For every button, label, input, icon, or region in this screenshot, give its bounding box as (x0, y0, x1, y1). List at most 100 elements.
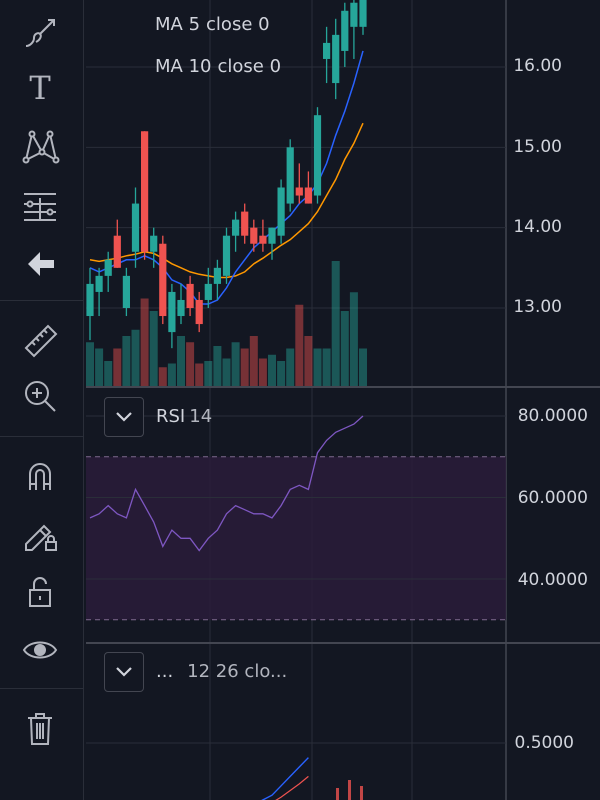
candle-body (295, 187, 303, 196)
pattern-tool-button[interactable] (18, 124, 62, 168)
rsi-name: RSI (156, 406, 186, 427)
magnet-button[interactable] (18, 454, 62, 498)
candle-body (86, 283, 94, 317)
volume-bar (304, 336, 313, 386)
volume-bar (104, 361, 113, 386)
rsi-axis-label: 40.0000 (517, 570, 588, 590)
candle-body (259, 235, 267, 244)
volume-bar (231, 342, 240, 386)
candle-body (241, 211, 249, 236)
lock-drawing-button[interactable] (18, 512, 62, 556)
volume-bar (113, 348, 122, 386)
pane-separator[interactable] (86, 642, 600, 644)
rsi-axis-label: 60.0000 (517, 488, 588, 508)
volume-bar (222, 358, 231, 386)
brush-tool-button[interactable] (18, 10, 62, 54)
zoom-in-icon (25, 381, 56, 412)
macd-label[interactable]: ... 12 26 clo... (156, 661, 287, 682)
volume-bar (268, 354, 276, 386)
zoom-in-button[interactable] (18, 374, 62, 418)
text-icon: T (29, 69, 51, 107)
legend-ma10-name: MA 10 (155, 56, 212, 77)
measure-tool-button[interactable] (18, 318, 62, 362)
macd-axis-label: 0.5000 (514, 733, 574, 753)
candle-body (168, 291, 176, 333)
candle-body (186, 283, 194, 308)
chevron-down-icon (116, 667, 132, 677)
candle-body (131, 203, 140, 252)
legend-ma5[interactable]: MA 5 close 0 (155, 14, 270, 35)
macd-params: 12 26 clo... (187, 661, 288, 682)
unlock-icon (29, 577, 51, 607)
candle-body (222, 235, 231, 276)
delete-button[interactable] (18, 706, 62, 750)
candle-body (141, 131, 149, 252)
legend-ma5-name: MA 5 (155, 14, 201, 35)
chart-canvas[interactable] (86, 0, 600, 800)
macd-histogram-bar (348, 780, 351, 800)
unlock-button[interactable] (18, 570, 62, 614)
ruler-icon (24, 324, 58, 358)
back-arrow-icon (28, 252, 54, 276)
candle-body (350, 2, 358, 27)
magnet-icon (29, 463, 51, 490)
volume-bar (349, 292, 358, 386)
chart-area[interactable] (86, 0, 600, 800)
candle-body (213, 267, 221, 284)
candle-body (250, 227, 258, 244)
macd-collapse-button[interactable] (104, 652, 144, 692)
rsi-collapse-button[interactable] (104, 397, 144, 437)
candle-body (268, 227, 276, 244)
candle-body (232, 219, 240, 236)
candle-body (195, 299, 203, 325)
toolbar-divider (0, 436, 84, 437)
candle-body (122, 275, 130, 308)
toolbar-divider (0, 300, 84, 301)
fib-icon (24, 193, 56, 221)
macd-histogram-bar (336, 788, 339, 800)
volume-bar (158, 367, 167, 386)
volume-bar (331, 261, 340, 386)
volume-bar (240, 348, 249, 386)
candle-body (204, 283, 212, 300)
back-button[interactable] (18, 242, 62, 286)
candle-body (150, 235, 158, 252)
volume-bar (313, 348, 322, 386)
pane-separator[interactable] (86, 386, 600, 388)
price-axis-label: 15.00 (513, 137, 562, 157)
volume-bar (359, 348, 367, 386)
legend-ma5-params: close 0 (206, 14, 270, 35)
candle-body (304, 187, 312, 204)
candle-body (177, 299, 185, 317)
visibility-button[interactable] (18, 628, 62, 672)
legend-ma10[interactable]: MA 10 close 0 (155, 56, 281, 77)
rsi-label[interactable]: RSI 14 (156, 406, 212, 427)
macd-signal-line (275, 775, 309, 800)
pattern-icon (22, 130, 60, 164)
rsi-params: 14 (189, 406, 213, 427)
candle-body (95, 275, 103, 292)
candle-body (104, 259, 112, 276)
macd-name: ... (156, 661, 174, 682)
candle-body (332, 34, 340, 84)
price-axis-label: 16.00 (513, 56, 562, 76)
rsi-line (89, 415, 364, 552)
candle-body (159, 243, 167, 317)
rsi-band (86, 456, 506, 620)
lock-drawing-icon (25, 524, 57, 551)
volume-bar (131, 329, 140, 386)
volume-bar (195, 363, 204, 386)
volume-bar (86, 342, 94, 386)
drawing-toolbar: T (0, 0, 84, 800)
text-tool-button[interactable]: T (18, 66, 62, 110)
volume-bar (286, 348, 295, 386)
volume-bar (122, 336, 131, 386)
volume-bar (277, 361, 286, 386)
macd-line (261, 757, 309, 800)
volume-bar (177, 336, 185, 386)
fib-tool-button[interactable] (18, 184, 62, 228)
price-axis-label: 14.00 (513, 217, 562, 237)
volume-bar (213, 346, 222, 386)
candle-body (286, 147, 294, 204)
volume-bar (149, 311, 158, 386)
